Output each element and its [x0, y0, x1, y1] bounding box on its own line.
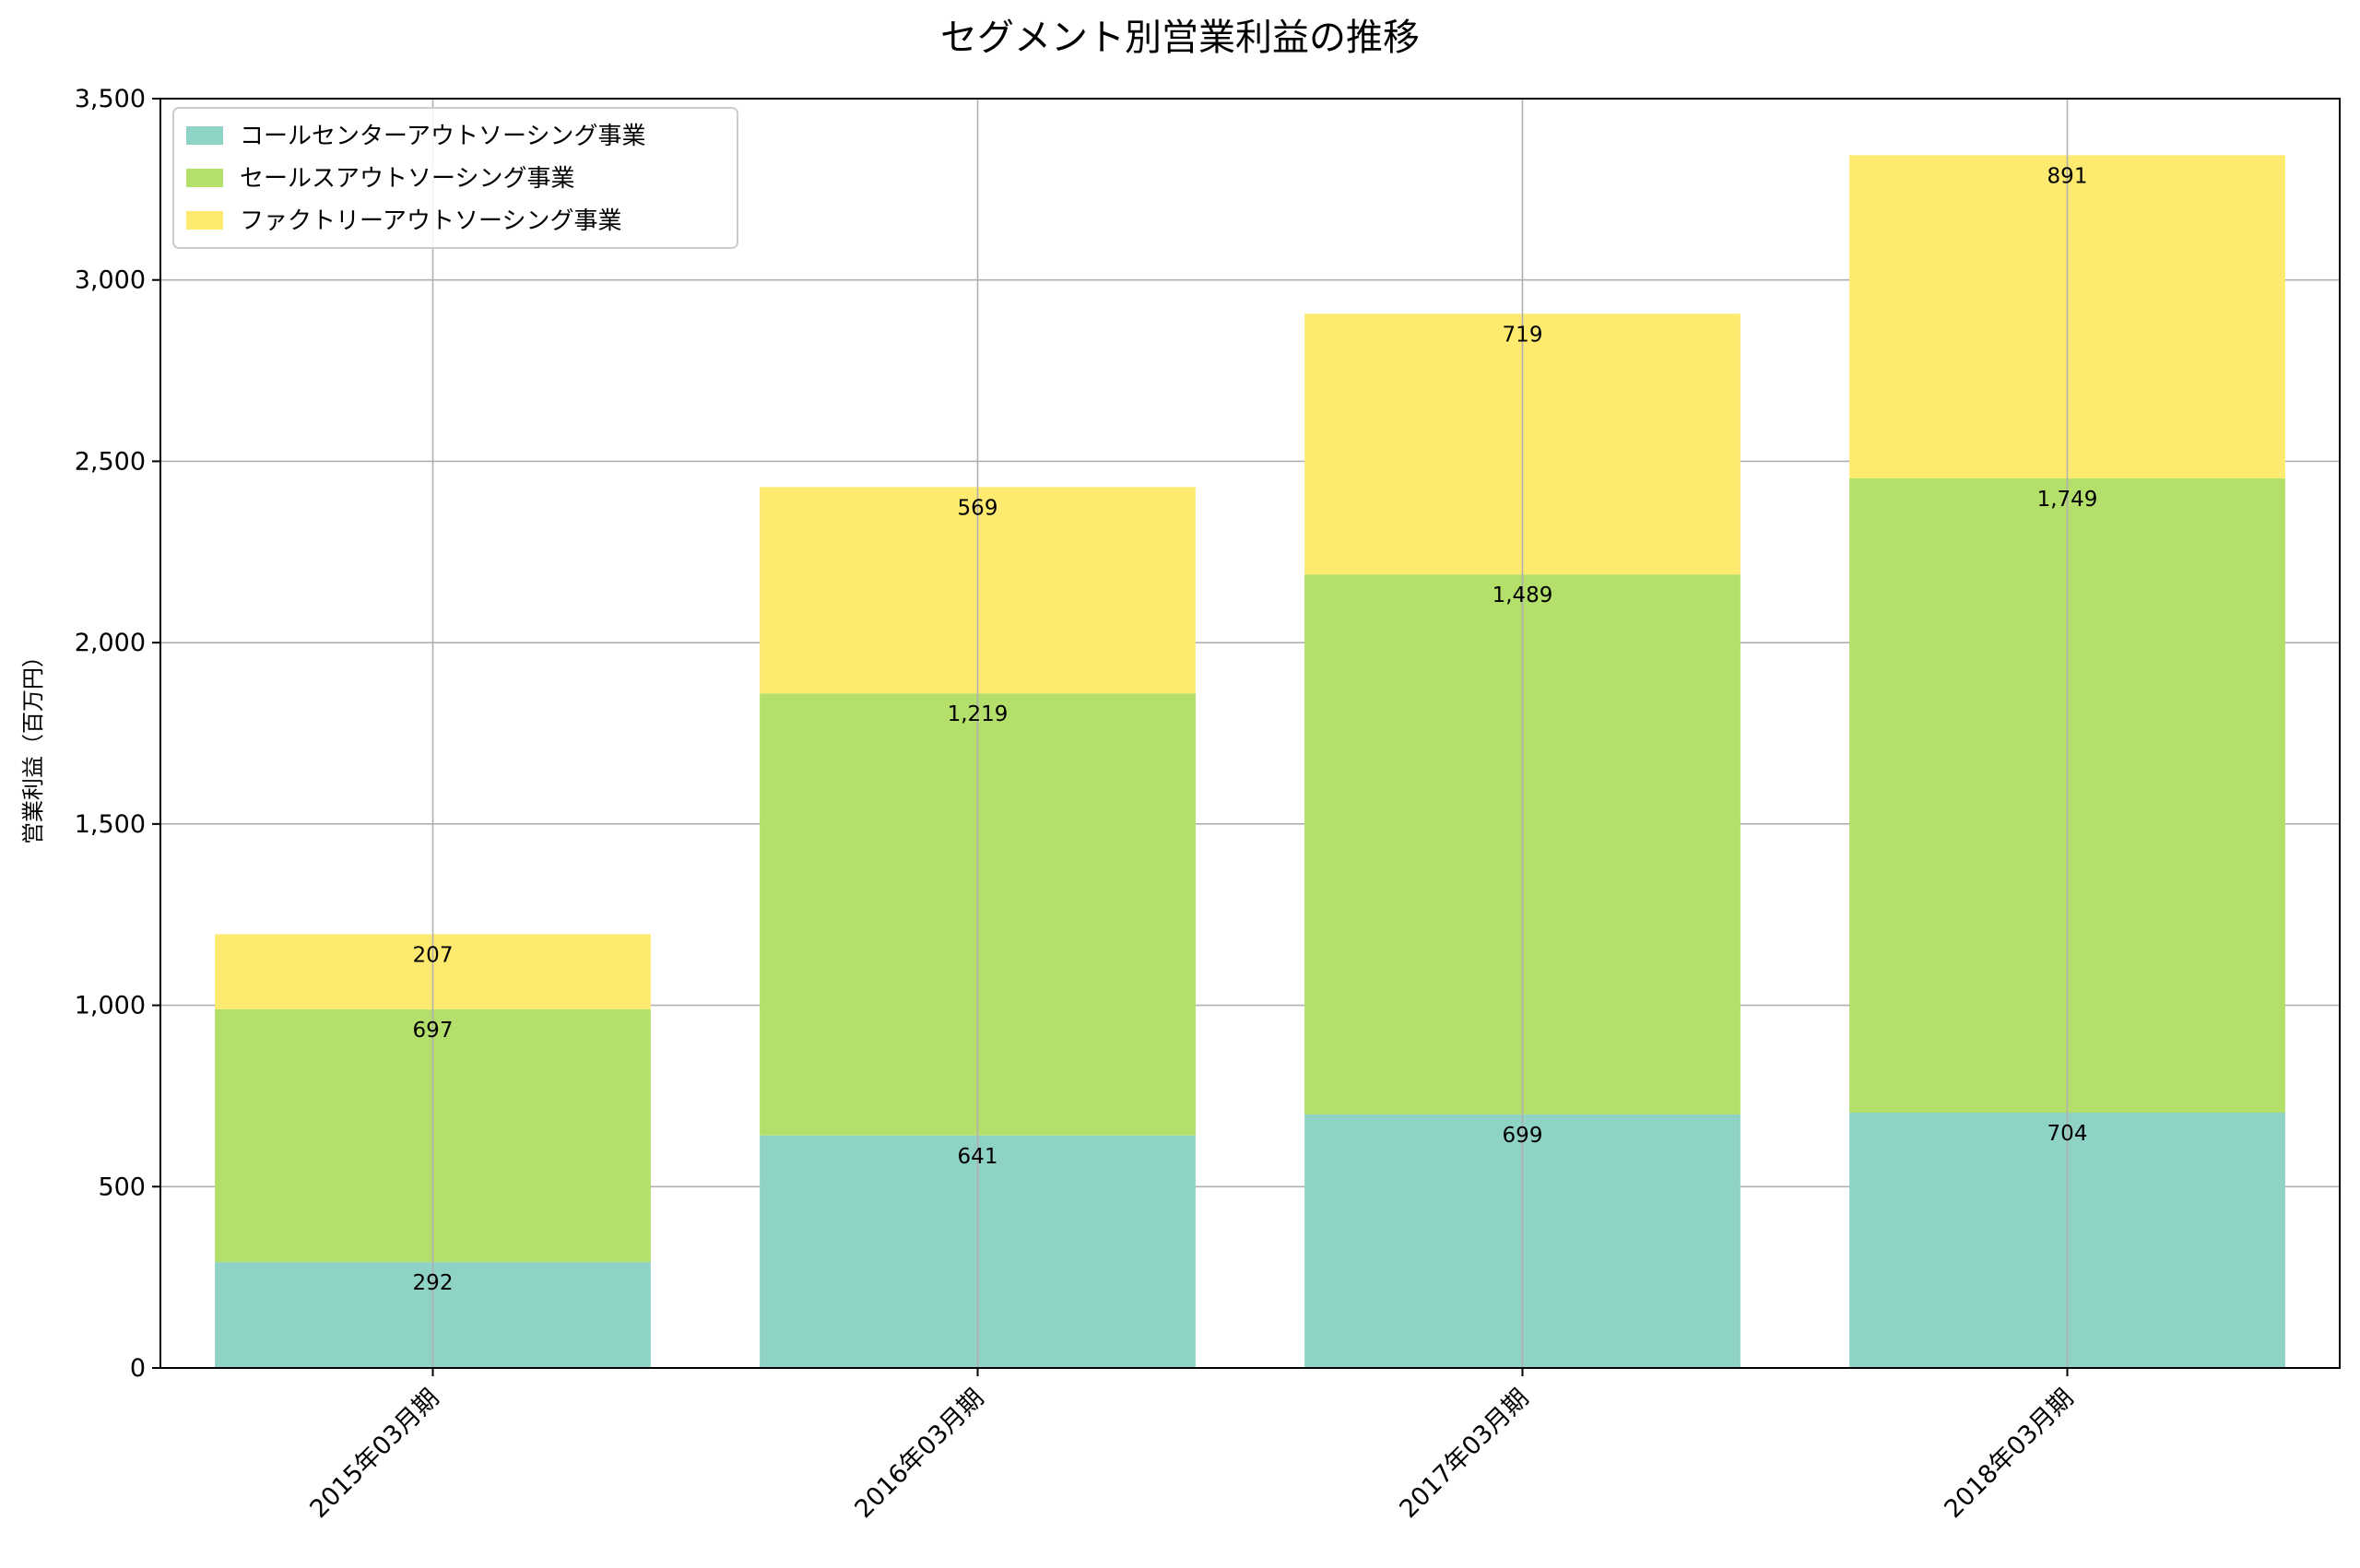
data-label: 292 — [413, 1271, 454, 1295]
y-tick-label: 500 — [98, 1173, 146, 1201]
y-axis-label: 営業利益（百万円） — [20, 645, 46, 844]
x-tick-label: 2017年03月期 — [1394, 1384, 1534, 1524]
y-tick-label: 3,000 — [75, 266, 146, 295]
x-tick-label: 2015年03月期 — [304, 1384, 444, 1524]
legend: コールセンターアウトソーシング事業セールスアウトソーシング事業ファクトリーアウト… — [172, 107, 738, 249]
data-label: 697 — [413, 1019, 454, 1043]
y-tick-label: 2,500 — [75, 447, 146, 476]
chart-title: セグメント別営業利益の推移 — [940, 17, 1420, 59]
legend-box — [172, 107, 738, 249]
y-tick-label: 1,500 — [75, 810, 146, 839]
legend-swatch — [186, 169, 223, 187]
legend-swatch — [186, 126, 223, 145]
data-label: 569 — [958, 496, 998, 520]
y-tick-label: 0 — [130, 1354, 146, 1383]
legend-label: コールセンターアウトソーシング事業 — [240, 123, 645, 150]
x-tick-label: 2018年03月期 — [1939, 1384, 2079, 1524]
data-label: 1,489 — [1493, 584, 1553, 607]
data-label: 704 — [2047, 1122, 2088, 1146]
data-labels: 292 697 207 641 1,219 569 699 1,489 719 704 1,749 8… — [413, 164, 2098, 1295]
data-label: 207 — [413, 943, 454, 967]
y-tick-label: 3,500 — [75, 85, 146, 113]
y-tick-label: 2,000 — [75, 629, 146, 657]
x-tick-label: 2016年03月期 — [849, 1384, 989, 1524]
y-tick-label: 1,000 — [75, 992, 146, 1020]
plot-frame — [159, 98, 2341, 1369]
legend-swatch — [186, 211, 223, 230]
data-label: 699 — [1503, 1124, 1543, 1148]
legend-label: セールスアウトソーシング事業 — [240, 165, 574, 193]
x-grid-overlay — [431, 99, 2069, 1368]
data-label: 719 — [1503, 323, 1543, 347]
data-label: 1,749 — [2037, 488, 2098, 512]
data-label: 1,219 — [948, 702, 1009, 726]
legend-label: ファクトリーアウトソーシング事業 — [240, 207, 621, 235]
data-label: 891 — [2047, 164, 2088, 188]
data-label: 641 — [958, 1145, 998, 1169]
